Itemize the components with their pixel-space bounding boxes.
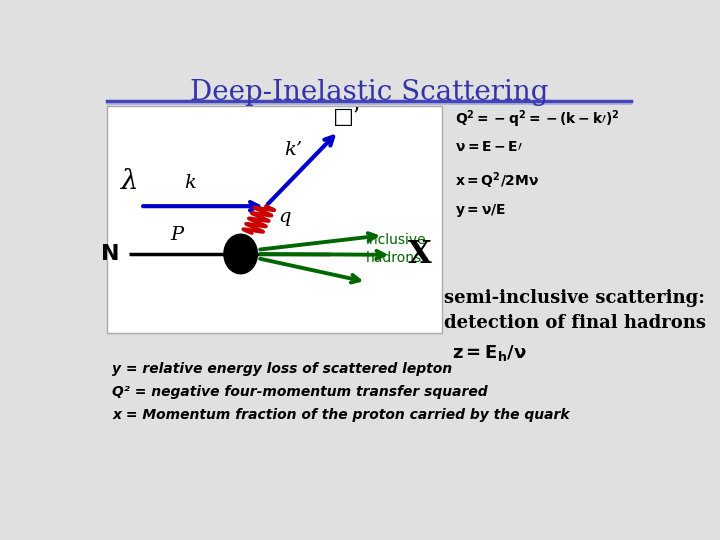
Text: k’: k’ bbox=[284, 141, 302, 159]
Text: y = relative energy loss of scattered lepton: y = relative energy loss of scattered le… bbox=[112, 362, 452, 376]
Text: semi-inclusive scattering:: semi-inclusive scattering: bbox=[444, 289, 705, 307]
Text: Deep-Inelastic Scattering: Deep-Inelastic Scattering bbox=[190, 79, 548, 106]
Text: Q² = negative four-momentum transfer squared: Q² = negative four-momentum transfer squ… bbox=[112, 385, 488, 399]
Text: N: N bbox=[101, 244, 119, 264]
Text: $\mathbf{\nu = E - E\prime}$: $\mathbf{\nu = E - E\prime}$ bbox=[456, 140, 523, 154]
Text: λ: λ bbox=[121, 168, 138, 195]
Text: detection of final hadrons: detection of final hadrons bbox=[444, 314, 706, 332]
Text: $\mathbf{y = \nu/E}$: $\mathbf{y = \nu/E}$ bbox=[456, 202, 507, 219]
Text: $\mathbf{Q^2 = -q^2 = -(k-k\prime)^2}$: $\mathbf{Q^2 = -q^2 = -(k-k\prime)^2}$ bbox=[456, 109, 620, 130]
Text: inclusive
hadrons: inclusive hadrons bbox=[366, 233, 427, 265]
Text: P: P bbox=[170, 226, 183, 244]
Text: $\mathbf{z = E_h/\nu}$: $\mathbf{z = E_h/\nu}$ bbox=[451, 343, 526, 363]
Text: X: X bbox=[408, 239, 432, 271]
Text: k: k bbox=[184, 174, 197, 192]
Text: $\mathbf{x = Q^2/2M\nu}$: $\mathbf{x = Q^2/2M\nu}$ bbox=[456, 171, 539, 191]
Ellipse shape bbox=[224, 234, 258, 274]
Text: □’: □’ bbox=[333, 106, 361, 128]
Text: x = Momentum fraction of the proton carried by the quark: x = Momentum fraction of the proton carr… bbox=[112, 408, 570, 422]
Bar bbox=[107, 106, 441, 333]
Text: q: q bbox=[279, 207, 291, 226]
